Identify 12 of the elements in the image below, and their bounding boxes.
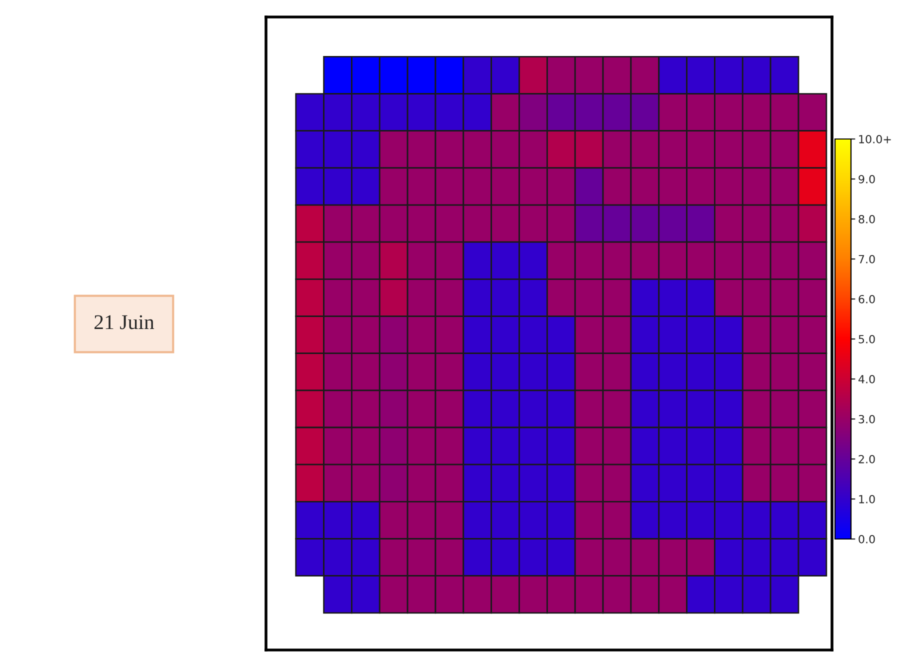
color-bar-label: 3.0 bbox=[858, 414, 875, 424]
color-bar-label: 7.0 bbox=[858, 254, 875, 264]
color-bar-label: 5.0 bbox=[858, 334, 875, 344]
color-bar-label: 0.0 bbox=[858, 534, 875, 544]
color-bar-label: 1.0 bbox=[859, 494, 875, 504]
color-bar-label: 9.0 bbox=[858, 174, 875, 184]
color-bar-label: 2.0 bbox=[858, 454, 875, 464]
color-bar-label: 4.0 bbox=[858, 374, 875, 384]
color-bar-label: 6.0 bbox=[858, 294, 875, 304]
color-bar-label: 8.0 bbox=[858, 214, 875, 224]
text: 21 Juin bbox=[94, 315, 154, 330]
color-bar-label: 10.0+ bbox=[859, 134, 891, 144]
